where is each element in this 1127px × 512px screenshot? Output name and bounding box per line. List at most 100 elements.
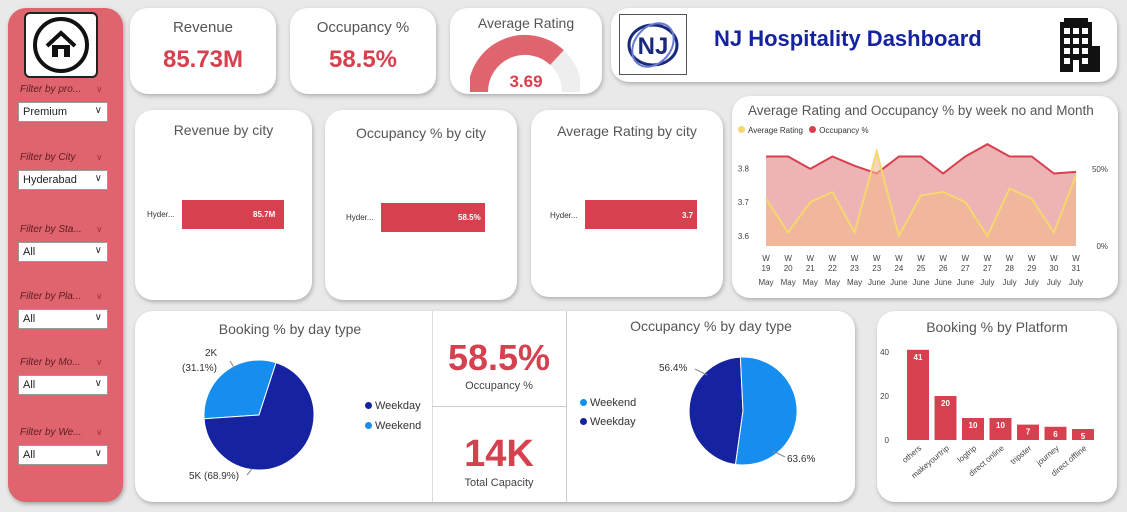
pie-leader-line <box>772 450 786 458</box>
revenue-city-bar[interactable] <box>182 200 284 229</box>
platform-bar <box>907 349 929 440</box>
x-tick-week-number: 28 <box>1005 264 1014 273</box>
platform-bar-value: 20 <box>941 399 950 408</box>
x-tick-week-number: 25 <box>917 264 926 273</box>
occupancy-by-city-card: Occupancy % by city Hyder... 58.5% <box>325 110 517 300</box>
x-tick-month-label: July <box>980 278 994 287</box>
total-capacity-value: 14K <box>464 433 534 475</box>
x-tick-week-label: W <box>829 254 837 263</box>
occupancy-kpi-title: Occupancy % <box>316 19 410 36</box>
booking-legend-weekday[interactable]: Weekday <box>365 400 421 412</box>
chevron-down-icon[interactable]: ∨ <box>96 152 103 162</box>
weekly-legend: Average Rating Occupancy % <box>738 126 869 135</box>
legend-dot-weekday <box>580 418 587 425</box>
platform-bar <box>989 418 1012 440</box>
platform-bar <box>962 418 984 440</box>
x-tick-week-number: 20 <box>784 264 793 273</box>
pie-leader-line <box>229 360 236 370</box>
home-button[interactable] <box>24 12 98 78</box>
booking-day-pie[interactable] <box>135 311 435 502</box>
pie-slice-weekend <box>203 359 277 420</box>
occupancy-city-axis-label: Hyder... <box>346 213 374 222</box>
x-tick-week-label: W <box>873 254 881 263</box>
filter-city-select[interactable]: Hyderabad ∨ <box>18 170 108 190</box>
x-tick-week-number: 26 <box>939 264 948 273</box>
pie-weekday-label: 5K (68.9%) <box>189 471 240 482</box>
platform-title: Booking % by Platform <box>926 319 1068 335</box>
chevron-down-icon[interactable]: ∨ <box>96 84 103 94</box>
y-left-tick-label: 3.7 <box>738 198 750 207</box>
x-tick-month-label: May <box>781 278 796 287</box>
legend-dot-rating <box>738 126 745 133</box>
rating-kpi-card: Average Rating 3.69 <box>450 8 602 94</box>
occupancy-line <box>766 143 1077 175</box>
chevron-down-icon: ∨ <box>94 312 102 323</box>
revenue-kpi-card: Revenue 85.73M <box>130 8 276 94</box>
nj-logo-icon: NJ <box>627 21 679 68</box>
booking-legend-weekend-label: Weekend <box>375 420 422 432</box>
x-tick-month-label: June <box>912 278 930 287</box>
filter-month-value: All <box>23 379 36 391</box>
x-tick-month-label: July <box>1047 278 1061 287</box>
x-tick-week-label: W <box>1028 254 1036 263</box>
x-tick-month-label: June <box>957 278 975 287</box>
weekly-trend-chart[interactable]: 3.83.73.650%0%W19MayW20MayW21MayW22MayW2… <box>732 96 1118 298</box>
booking-legend-weekday-label: Weekday <box>375 400 421 412</box>
booking-legend-weekend[interactable]: Weekend <box>365 420 421 432</box>
rating-city-axis-label: Hyder... <box>550 211 578 220</box>
occupancy-by-city-title: Occupancy % by city <box>356 125 486 141</box>
rating-kpi-value: 3.69 <box>509 72 543 91</box>
chevron-down-icon[interactable]: ∨ <box>96 291 103 301</box>
x-tick-week-number: 23 <box>850 264 859 273</box>
occupancy-day-pie[interactable] <box>567 311 855 502</box>
occupancy-day-title: Occupancy % by day type <box>630 318 792 334</box>
x-tick-month-label: May <box>803 278 818 287</box>
chevron-down-icon: ∨ <box>94 378 102 389</box>
pie-slice-weekday <box>688 356 744 466</box>
x-tick-week-number: 19 <box>762 264 771 273</box>
occ-pie-weekend-label: 56.4% <box>659 363 688 374</box>
filter-month-select[interactable]: All ∨ <box>18 375 108 395</box>
platform-bar-chart[interactable]: 4020041others20makeyourtrip10logtrip10di… <box>877 311 1117 502</box>
home-icon <box>33 17 89 73</box>
rating-gauge-fill <box>470 34 564 93</box>
chevron-down-icon[interactable]: ∨ <box>96 427 103 437</box>
nj-logo: NJ <box>619 14 687 75</box>
weekly-trend-title: Average Rating and Occupancy % by week n… <box>748 103 1094 118</box>
filter-status-select[interactable]: All ∨ <box>18 242 108 262</box>
filter-platform-select[interactable]: All ∨ <box>18 309 108 329</box>
x-tick-week-number: 27 <box>961 264 970 273</box>
y-right-tick-label: 50% <box>1092 165 1108 174</box>
chevron-down-icon: ∨ <box>94 245 102 256</box>
filter-platform-value: All <box>23 313 36 325</box>
x-tick-week-number: 24 <box>894 264 903 273</box>
filter-product-label: Filter by pro... <box>20 84 82 95</box>
legend-rating-label: Average Rating <box>748 126 803 135</box>
rating-kpi-title: Average Rating <box>477 15 575 31</box>
pie-leader-line <box>246 468 253 476</box>
occ-legend-weekend[interactable]: Weekend <box>580 397 636 409</box>
rating-gauge <box>470 34 580 93</box>
divider <box>566 311 567 502</box>
x-tick-week-label: W <box>984 254 992 263</box>
occupancy-city-bar[interactable] <box>381 203 485 232</box>
x-tick-week-label: W <box>962 254 970 263</box>
filter-week-value: All <box>23 449 36 461</box>
building-icon <box>1060 18 1100 72</box>
platform-card: Booking % by Platform 40 20 0 41 others 20 mak… <box>877 311 1117 502</box>
occ-legend-weekday-label: Weekday <box>590 416 636 428</box>
pie-weekend-pct-label: (31.1%) <box>182 363 218 374</box>
filter-week-select[interactable]: All ∨ <box>18 445 108 465</box>
filter-status-label: Filter by Sta... <box>20 224 82 235</box>
rating-by-city-title: Average Rating by city <box>557 123 697 139</box>
chevron-down-icon[interactable]: ∨ <box>96 357 103 367</box>
rating-city-bar[interactable] <box>585 200 697 229</box>
revenue-kpi-title: Revenue <box>172 19 234 36</box>
x-tick-week-label: W <box>784 254 792 263</box>
occ-legend-weekday[interactable]: Weekday <box>580 416 636 428</box>
platform-bar <box>934 396 957 440</box>
pie-slice-weekend <box>734 356 798 466</box>
x-tick-month-label: June <box>890 278 908 287</box>
chevron-down-icon[interactable]: ∨ <box>96 224 103 234</box>
filter-product-select[interactable]: Premium ∨ <box>18 102 108 122</box>
